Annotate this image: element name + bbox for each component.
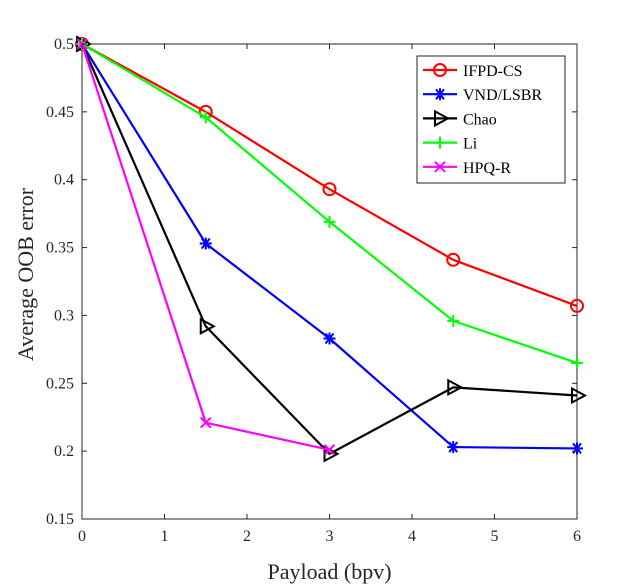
y-tick-label: 0.4 — [54, 172, 74, 189]
y-tick-label: 0.15 — [46, 511, 74, 528]
data-point-ifpd-cs — [446, 252, 461, 267]
legend-entry-hpq-r: HPQ-R — [423, 160, 511, 177]
legend-entry-li: Li — [423, 136, 478, 153]
x-tick-label: 6 — [573, 528, 581, 545]
legend-label: Chao — [463, 111, 497, 128]
legend-label: VND/LSBR — [463, 87, 542, 104]
series-line-chao — [80, 43, 578, 455]
data-point-vnd-lsbr — [199, 237, 212, 250]
legend-marker-vnd-lsbr — [434, 88, 446, 101]
series-line-ifpd-cs — [81, 43, 578, 307]
data-point-vnd-lsbr — [447, 441, 460, 454]
data-point-vnd-lsbr — [323, 332, 336, 345]
y-tick-label: 0.25 — [46, 375, 74, 392]
series-layer — [75, 35, 588, 463]
series-ifpd-cs — [75, 37, 584, 313]
data-point-li — [323, 215, 336, 228]
legend-marker-hpq-r — [434, 161, 446, 173]
data-point-chao — [199, 317, 216, 335]
legend-label: IFPD-CS — [463, 63, 523, 80]
legend-entry-chao: Chao — [423, 109, 497, 128]
y-tick-label: 0.35 — [46, 240, 74, 257]
legend: IFPD-CS VND/LSBR Chao Li HPQ-R — [416, 55, 566, 184]
legend-entry-vnd-lsbr: VND/LSBR — [423, 87, 542, 104]
x-tick-label: 1 — [161, 528, 169, 545]
data-point-hpq-r — [323, 444, 336, 456]
x-tick-label: 2 — [243, 528, 251, 545]
data-point-ifpd-cs — [322, 182, 337, 197]
legend-marker-li — [434, 136, 446, 149]
y-tick-label: 0.3 — [54, 307, 74, 324]
legend-label: Li — [463, 136, 478, 153]
legend-entry-ifpd-cs: IFPD-CS — [423, 63, 523, 80]
x-tick-label: 5 — [491, 528, 499, 545]
data-point-li — [447, 314, 460, 327]
legend-marker-chao — [434, 109, 451, 128]
y-axis-label: Average OOB error — [13, 187, 38, 361]
y-tick-label: 0.5 — [54, 36, 74, 53]
axes-layer: 0 1 2 3 4 5 6 0.15 0.2 0.25 0.3 0.35 0.4 0.45 0.5 — [46, 36, 581, 545]
y-tick-label: 0.45 — [46, 104, 74, 121]
x-tick-label: 4 — [408, 528, 416, 545]
legend-label: HPQ-R — [463, 160, 511, 177]
x-tick-label: 0 — [78, 528, 86, 545]
data-point-hpq-r — [200, 416, 212, 429]
legend-marker-ifpd-cs — [433, 63, 447, 77]
y-tick-label: 0.2 — [54, 443, 74, 460]
data-point-li — [571, 356, 583, 369]
data-point-vnd-lsbr — [571, 442, 583, 455]
data-point-ifpd-cs — [570, 298, 584, 313]
data-point-chao — [571, 386, 588, 405]
x-tick-label: 3 — [326, 528, 334, 545]
data-point-li — [199, 111, 212, 124]
x-axis-label: Payload (bpv) — [267, 559, 391, 584]
data-point-chao — [447, 378, 464, 397]
